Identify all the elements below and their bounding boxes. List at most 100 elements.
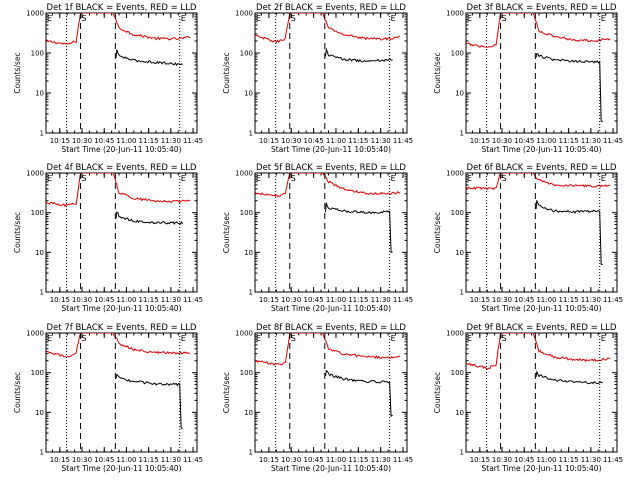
panel-6: Det 6f BLACK = Events, RED = LLD 1 10 100 10… bbox=[433, 163, 623, 313]
panel-3: Det 3f BLACK = Events, RED = LLD 1 10 100 10… bbox=[433, 3, 623, 154]
y-tick-label: 1 bbox=[249, 449, 253, 457]
y-axis-label: Counts/sec bbox=[13, 372, 22, 413]
marker-label: E bbox=[47, 174, 52, 183]
x-tick-label: 11:15 bbox=[559, 296, 579, 304]
y-tick-label: 100 bbox=[31, 369, 44, 377]
marker-label: E bbox=[47, 14, 52, 23]
x-tick-label: 11:15 bbox=[559, 137, 579, 145]
series-events-line bbox=[325, 369, 393, 418]
plot-frame bbox=[465, 172, 618, 293]
x-tick-label: 11:00 bbox=[536, 137, 556, 145]
marker-label: E bbox=[467, 14, 472, 23]
series-lld-line bbox=[255, 173, 401, 198]
panel-5: Det 5f BLACK = Events, RED = LLD 1 10 100 10… bbox=[222, 163, 413, 313]
y-tick-label: 1 bbox=[460, 289, 464, 297]
marker-label: E bbox=[601, 14, 606, 23]
x-tick-label: 10:15 bbox=[470, 456, 490, 464]
panel-8: Det 8f BLACK = Events, RED = LLD 1 10 100 10… bbox=[222, 323, 413, 473]
plot-frame bbox=[45, 172, 198, 293]
plot-frame bbox=[45, 12, 198, 134]
x-tick-label: 11:15 bbox=[139, 137, 159, 145]
x-tick-label: 11:30 bbox=[581, 456, 601, 464]
x-tick-label: 11:45 bbox=[603, 137, 623, 145]
x-tick-label: 10:30 bbox=[492, 456, 512, 464]
chart-title: Det 1f BLACK = Events, RED = LLD bbox=[47, 3, 197, 13]
y-tick-label: 1000 bbox=[26, 330, 44, 338]
series-events-line bbox=[535, 370, 603, 385]
panel-2: Det 2f BLACK = Events, RED = LLD 1 10 100 10… bbox=[222, 3, 413, 154]
x-tick-label: 10:30 bbox=[492, 137, 512, 145]
series-events-line bbox=[115, 373, 183, 430]
series-events-line bbox=[325, 47, 393, 63]
marker-label: S bbox=[291, 174, 296, 183]
y-axis-label: Counts/sec bbox=[222, 52, 231, 93]
x-tick-label: 11:00 bbox=[536, 456, 556, 464]
y-tick-label: 100 bbox=[31, 50, 44, 58]
x-tick-label: 11:15 bbox=[139, 456, 159, 464]
x-tick-label: 11:45 bbox=[603, 456, 623, 464]
x-tick-label: 11:45 bbox=[393, 137, 413, 145]
y-tick-label: 1000 bbox=[446, 10, 464, 18]
panel-9: Det 9f BLACK = Events, RED = LLD 1 10 100 10… bbox=[433, 323, 623, 473]
x-tick-label: 10:15 bbox=[470, 296, 490, 304]
x-tick-label: 11:30 bbox=[161, 137, 181, 145]
x-axis-label: Start Time (20-Jun-11 10:05:40) bbox=[271, 464, 391, 473]
x-tick-label: 10:45 bbox=[514, 137, 534, 145]
y-tick-label: 1 bbox=[460, 130, 464, 138]
x-tick-label: 11:00 bbox=[116, 456, 136, 464]
marker-label: E bbox=[467, 334, 472, 343]
x-tick-label: 11:30 bbox=[161, 296, 181, 304]
x-tick-label: 11:00 bbox=[116, 137, 136, 145]
x-tick-label: 10:15 bbox=[259, 456, 279, 464]
x-axis-label: Start Time (20-Jun-11 10:05:40) bbox=[482, 145, 602, 154]
y-axis-label: Counts/sec bbox=[433, 372, 442, 413]
y-axis-label: Counts/sec bbox=[13, 212, 22, 253]
y-tick-label: 1 bbox=[40, 449, 44, 457]
panel-4: Det 4f BLACK = Events, RED = LLD 1 10 100 10… bbox=[13, 163, 203, 313]
x-tick-label: 10:45 bbox=[304, 137, 324, 145]
marker-label: E bbox=[181, 334, 186, 343]
series-lld-line bbox=[46, 333, 191, 358]
y-tick-label: 10 bbox=[244, 249, 253, 257]
chart-title: Det 2f BLACK = Events, RED = LLD bbox=[256, 3, 406, 13]
x-tick-label: 10:45 bbox=[304, 296, 324, 304]
series-lld-line bbox=[466, 333, 611, 370]
plot-frame bbox=[45, 332, 198, 453]
y-tick-label: 1000 bbox=[446, 330, 464, 338]
marker-label: E bbox=[256, 14, 261, 23]
series-events-line bbox=[115, 211, 184, 225]
x-tick-label: 10:45 bbox=[94, 296, 114, 304]
y-tick-label: 1000 bbox=[446, 170, 464, 178]
y-tick-label: 1 bbox=[249, 130, 253, 138]
x-tick-label: 11:00 bbox=[326, 296, 346, 304]
series-lld-line bbox=[255, 13, 401, 44]
marker-label: E bbox=[601, 174, 606, 183]
x-tick-label: 10:15 bbox=[50, 456, 70, 464]
y-tick-label: 10 bbox=[455, 409, 464, 417]
x-axis-label: Start Time (20-Jun-11 10:05:40) bbox=[62, 304, 182, 313]
x-tick-label: 11:45 bbox=[393, 456, 413, 464]
y-tick-label: 1000 bbox=[26, 170, 44, 178]
marker-label: E bbox=[391, 334, 396, 343]
y-tick-label: 100 bbox=[240, 369, 253, 377]
x-tick-label: 11:30 bbox=[581, 296, 601, 304]
series-events-line bbox=[325, 202, 393, 253]
x-axis-label: Start Time (20-Jun-11 10:05:40) bbox=[62, 464, 182, 473]
y-tick-label: 1000 bbox=[235, 170, 253, 178]
chart-title: Det 5f BLACK = Events, RED = LLD bbox=[256, 163, 406, 173]
x-tick-label: 11:45 bbox=[183, 137, 203, 145]
y-tick-label: 10 bbox=[35, 90, 44, 98]
y-tick-label: 100 bbox=[451, 50, 464, 58]
x-tick-label: 10:30 bbox=[281, 137, 301, 145]
x-tick-label: 11:15 bbox=[348, 137, 368, 145]
marker-label: E bbox=[601, 334, 606, 343]
x-tick-label: 10:15 bbox=[50, 137, 70, 145]
x-tick-label: 11:30 bbox=[581, 137, 601, 145]
chart-title: Det 7f BLACK = Events, RED = LLD bbox=[47, 323, 197, 333]
x-tick-label: 11:45 bbox=[603, 296, 623, 304]
marker-label: E bbox=[47, 334, 52, 343]
x-tick-label: 11:00 bbox=[326, 456, 346, 464]
x-tick-label: 10:15 bbox=[259, 137, 279, 145]
x-tick-label: 11:30 bbox=[371, 456, 391, 464]
y-tick-label: 100 bbox=[31, 209, 44, 217]
